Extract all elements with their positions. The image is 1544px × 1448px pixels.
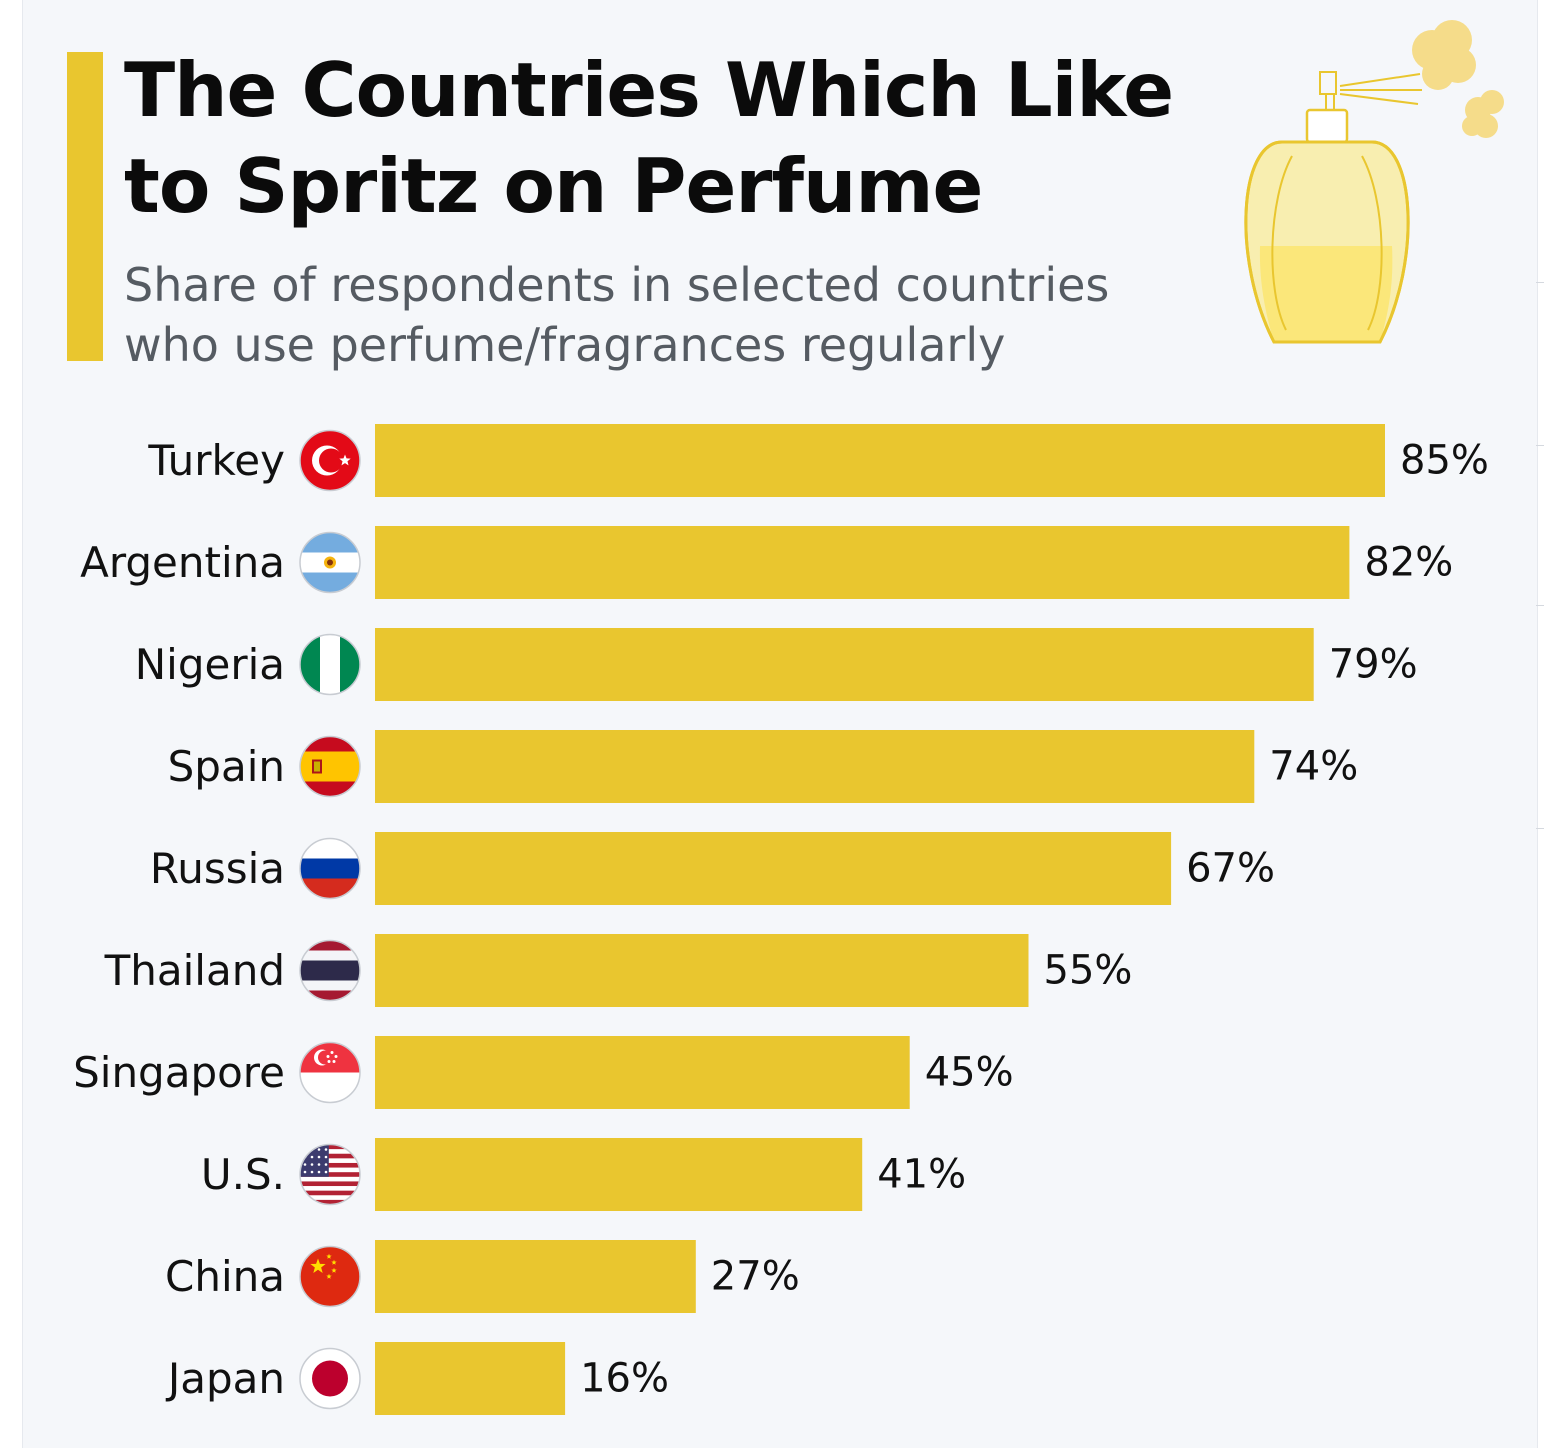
nigeria-flag-icon	[299, 633, 361, 696]
title-accent-bar	[67, 52, 103, 361]
value-label: 41%	[877, 1152, 966, 1198]
category-label: Singapore	[73, 1048, 285, 1097]
value-label: 85%	[1400, 438, 1489, 484]
china-flag-icon	[299, 1245, 361, 1308]
value-label: 45%	[925, 1050, 1014, 1096]
title-line-2: to Spritz on Perfume	[124, 142, 983, 230]
bar-7	[375, 1138, 863, 1211]
bar-3	[375, 730, 1255, 803]
bar-2	[375, 628, 1314, 701]
category-label: Turkey	[147, 436, 285, 485]
singapore-flag-icon	[299, 1041, 361, 1104]
bar-9	[375, 1342, 566, 1415]
subtitle-line-1: Share of respondents in selected countri…	[124, 258, 1110, 312]
japan-flag-icon	[299, 1347, 361, 1410]
category-label: Thailand	[104, 946, 285, 995]
category-label: Argentina	[80, 538, 285, 587]
argentina-flag-icon	[299, 531, 361, 594]
chart-subtitle: Share of respondents in selected countri…	[124, 255, 1224, 375]
bar-8	[375, 1240, 696, 1313]
category-label: Japan	[165, 1354, 285, 1403]
bar-0	[375, 424, 1385, 497]
category-label: Russia	[150, 844, 285, 893]
us-flag-icon	[299, 1143, 361, 1206]
value-label: 55%	[1044, 948, 1133, 994]
bar-5	[375, 934, 1029, 1007]
chart-title: The Countries Which Like to Spritz on Pe…	[124, 42, 1274, 234]
category-label: Nigeria	[135, 640, 285, 689]
thailand-flag-icon	[299, 939, 361, 1002]
bar-1	[375, 526, 1350, 599]
perfume-bottle-icon	[1244, 20, 1504, 344]
value-label: 27%	[711, 1254, 800, 1300]
russia-flag-icon	[299, 837, 361, 900]
category-label: U.S.	[201, 1150, 285, 1199]
category-label: China	[165, 1252, 285, 1301]
category-label: Spain	[168, 742, 285, 791]
value-label: 16%	[580, 1356, 669, 1402]
spain-flag-icon	[299, 735, 361, 798]
value-label: 82%	[1364, 540, 1453, 586]
value-label: 67%	[1186, 846, 1275, 892]
value-label: 79%	[1329, 642, 1418, 688]
bars-layer: Turkey 85% Argentina 82% Nigeria 79% Spain 74% R…	[73, 424, 1489, 1415]
title-line-1: The Countries Which Like	[124, 46, 1174, 134]
bar-4	[375, 832, 1172, 905]
turkey-flag-icon	[299, 429, 361, 492]
subtitle-line-2: who use perfume/fragrances regularly	[124, 318, 1006, 372]
value-label: 74%	[1269, 744, 1358, 790]
bar-6	[375, 1036, 910, 1109]
